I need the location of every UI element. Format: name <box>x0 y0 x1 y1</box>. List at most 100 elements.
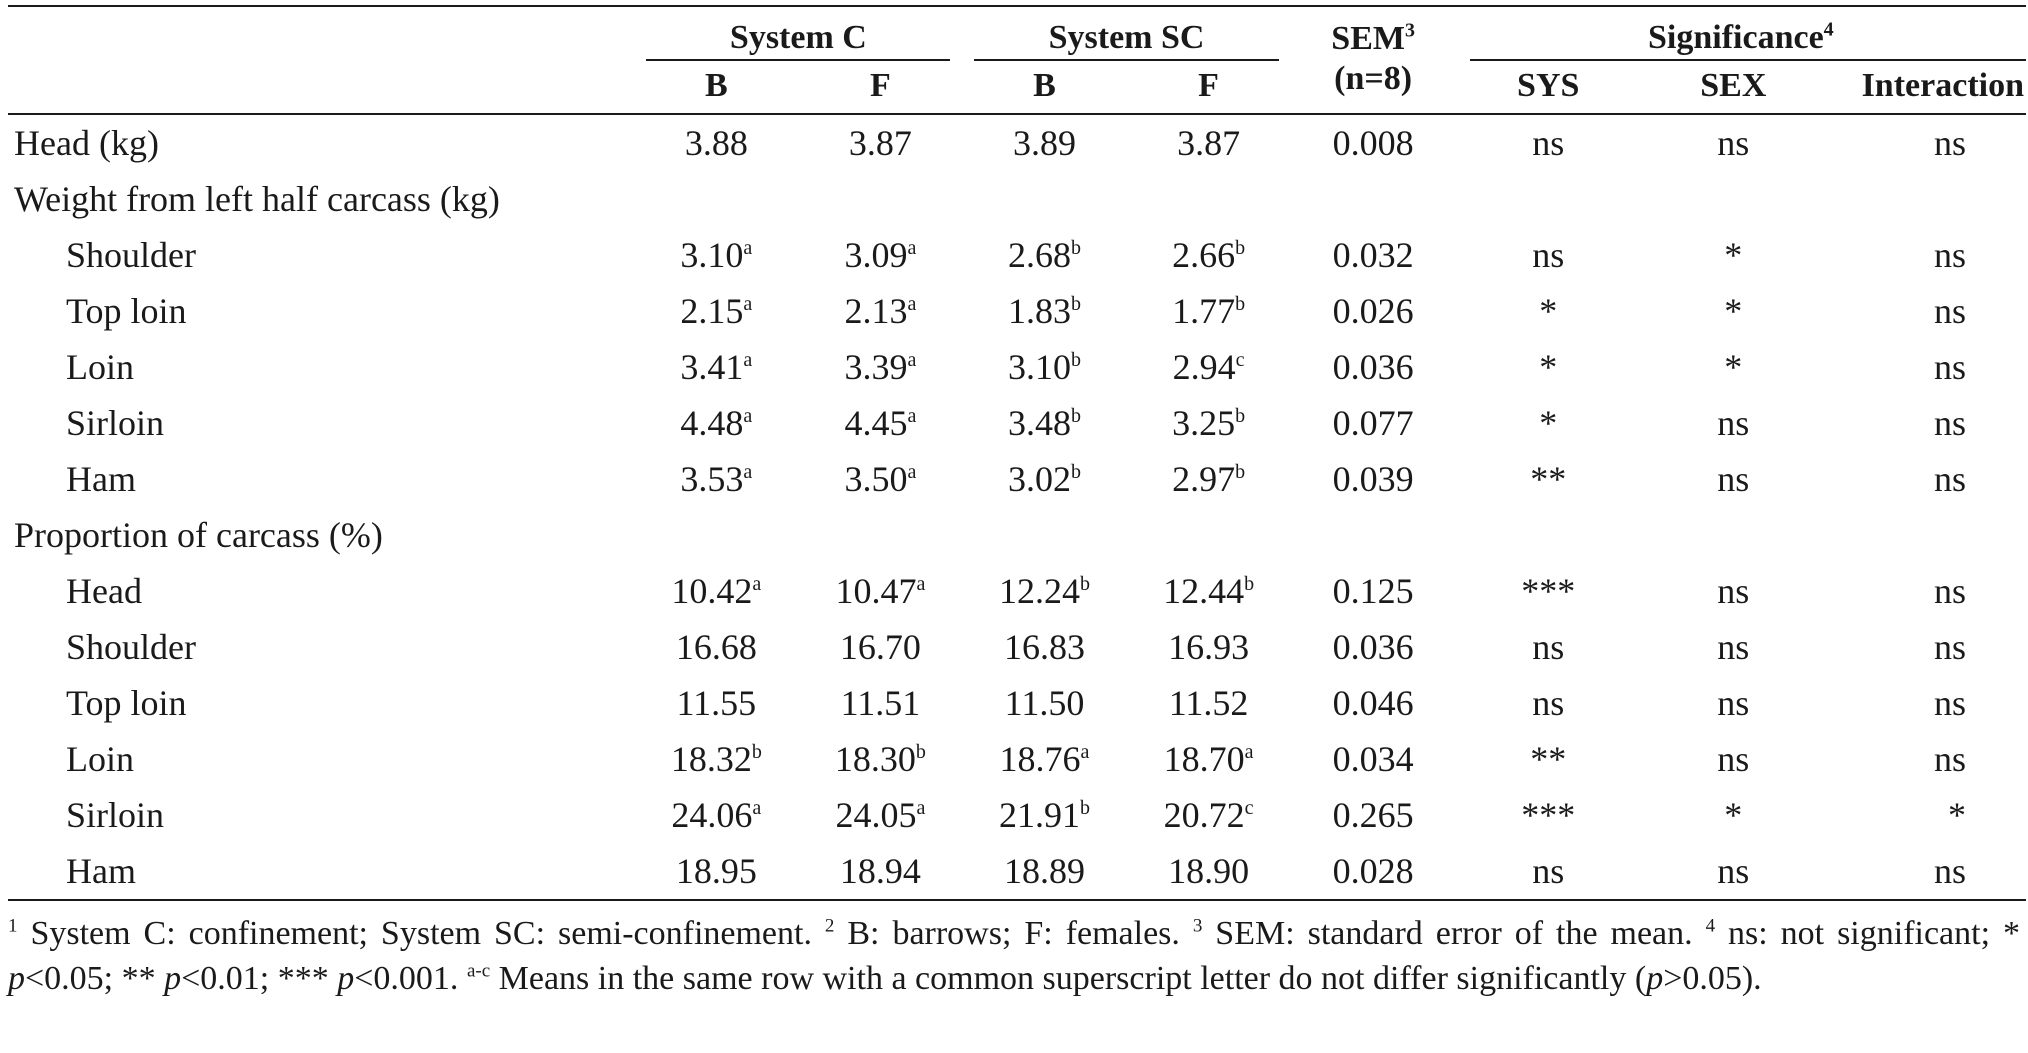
cell-system-c-f: 3.39a <box>844 347 917 387</box>
significance-letter: c <box>1244 797 1254 819</box>
cell-sig-interaction: ns <box>1933 347 1966 387</box>
table-row: Top loin 2.15a 2.13a 1.83b 1.77b 0.026 * * ns <box>8 283 2026 339</box>
cell-sig-sys: *** <box>1521 795 1576 835</box>
cell-sig-sys: ns <box>1455 843 1641 901</box>
cell-sig-interaction: ns <box>1933 291 1966 331</box>
row-label: Head <box>66 571 142 611</box>
significance-letter: a <box>752 797 762 819</box>
significance-letter: c <box>1235 349 1245 371</box>
section-row: Weight from left half carcass (kg) <box>8 171 2026 227</box>
cell-sig-sex: ns <box>1717 683 1750 723</box>
table-footnote: 1 System C: confinement; System SC: semi… <box>8 915 2020 997</box>
cell-system-sc-b: 1.83b <box>1007 291 1081 331</box>
row-label: Top loin <box>66 683 187 723</box>
cell-sig-sex: ns <box>1717 403 1750 443</box>
cell-system-c-b: 3.10a <box>680 235 753 275</box>
cell-sig-sex: ns <box>1717 459 1750 499</box>
cell-system-sc-b: 18.76a <box>999 739 1090 779</box>
cell-sig-sex: ns <box>1717 571 1750 611</box>
significance-letter: a <box>1244 741 1254 763</box>
cell-system-sc-f: 18.70a <box>1163 739 1254 779</box>
cell-system-c-f: 3.87 <box>848 123 912 163</box>
table-header: System C System SC SEM3 (n=8) Significan… <box>8 5 2027 115</box>
cell-sig-sys: ** <box>1530 459 1567 499</box>
cell-sig-interaction: ns <box>1933 571 1966 611</box>
table-row: Sirloin 4.48a 4.45a 3.48b 3.25b 0.077 * ns ns <box>8 395 2026 451</box>
cell-system-c-b: 3.53a <box>680 459 753 499</box>
cell-system-c-f: 16.70 <box>839 627 921 667</box>
significance-letter: a <box>916 797 926 819</box>
cell-system-sc-b: 3.10b <box>1007 347 1081 387</box>
cell-system-c-b: 3.41a <box>680 347 753 387</box>
significance-letter: b <box>1070 293 1081 315</box>
cell-system-sc-f: 1.77b <box>1172 291 1246 331</box>
cell-system-sc-f: 11.52 <box>1168 683 1249 723</box>
cell-system-sc-f: 2.97b <box>1172 459 1246 499</box>
significance-letter: a <box>907 237 917 259</box>
cell-system-sc-b: 3.48b <box>1007 403 1081 443</box>
table-row: Head 10.42a 10.47a 12.24b 12.44b 0.125 *** ns ns <box>8 563 2026 619</box>
row-label: Loin <box>66 739 134 779</box>
cell-system-sc-b: 12.24b <box>998 571 1090 611</box>
cell-system-sc-f: 20.72c <box>1163 795 1254 835</box>
subheader-sex: SEX <box>1640 59 1826 115</box>
significance-letter: a <box>752 573 762 595</box>
cell-sem: 0.032 <box>1332 235 1414 275</box>
cell-system-c-f: 11.51 <box>840 683 921 723</box>
significance-letter: b <box>1235 405 1246 427</box>
cell-sem: 0.036 <box>1332 347 1414 387</box>
cell-sem: 0.077 <box>1332 403 1414 443</box>
group-header-significance: Significance4 <box>1455 5 2027 62</box>
cell-sig-sys: *** <box>1521 571 1576 611</box>
significance-letter: a <box>743 237 753 259</box>
cell-sig-sex: * <box>1724 795 1743 835</box>
cell-system-c-b: 3.88 <box>684 123 748 163</box>
cell-system-c-b: 16.68 <box>675 627 757 667</box>
significance-letter: a <box>743 293 753 315</box>
cell-sig-sex: ns <box>1717 739 1750 779</box>
cell-system-sc-b: 21.91b <box>998 795 1090 835</box>
cell-sig-interaction: ns <box>1825 843 2026 901</box>
row-label: Ham <box>66 459 136 499</box>
subheader-interaction: Interaction <box>1825 59 2026 115</box>
cell-system-c-b: 18.32b <box>670 739 762 779</box>
cell-sig-sys: * <box>1539 347 1558 387</box>
cell-sig-sys: ns <box>1532 627 1565 667</box>
significance-letter: b <box>1070 349 1081 371</box>
cell-sig-sex: * <box>1724 291 1743 331</box>
cell-sem: 0.046 <box>1332 683 1414 723</box>
cell-system-c-b: 18.95 <box>634 843 799 901</box>
row-label: Weight from left half carcass (kg) <box>14 179 500 219</box>
significance-letter: b <box>1070 237 1081 259</box>
row-label: Shoulder <box>66 627 196 667</box>
cell-system-c-b: 24.06a <box>671 795 762 835</box>
significance-letter: b <box>1235 237 1246 259</box>
significance-letter: b <box>1244 573 1255 595</box>
cell-system-sc-f: 3.25b <box>1172 403 1246 443</box>
cell-sig-sys: * <box>1539 291 1558 331</box>
sem-n-label: (n=8) <box>1334 60 1413 97</box>
table-row: Shoulder 3.10a 3.09a 2.68b 2.66b 0.032 ns * ns <box>8 227 2026 283</box>
significance-letter: a <box>743 349 753 371</box>
cell-sem: 0.125 <box>1332 571 1414 611</box>
table-row: Top loin 11.55 11.51 11.50 11.52 0.046 ns ns ns <box>8 675 2026 731</box>
cell-sig-sys: * <box>1539 403 1558 443</box>
subheader-sc-f: F <box>1126 59 1291 115</box>
cell-system-sc-f: 2.66b <box>1172 235 1246 275</box>
table-row: Shoulder 16.68 16.70 16.83 16.93 0.036 ns ns ns <box>8 619 2026 675</box>
significance-letter: a <box>907 293 917 315</box>
cell-sem: 0.034 <box>1332 739 1414 779</box>
table-row: Ham 18.95 18.94 18.89 18.90 0.028 ns ns ns <box>8 843 2026 901</box>
cell-system-sc-b: 16.83 <box>1003 627 1085 667</box>
table-row: Sirloin 24.06a 24.05a 21.91b 20.72c 0.265 *** *… <box>8 787 2026 843</box>
row-label: Shoulder <box>66 235 196 275</box>
cell-system-c-f: 2.13a <box>844 291 917 331</box>
cell-system-sc-f: 12.44b <box>1163 571 1255 611</box>
group-header-sem: SEM3 (n=8) <box>1290 5 1456 115</box>
row-label: Sirloin <box>66 403 165 443</box>
cell-system-c-f: 3.50a <box>844 459 917 499</box>
cell-sig-sys: ns <box>1532 235 1565 275</box>
cell-system-sc-b: 11.50 <box>1004 683 1085 723</box>
cell-system-c-f: 3.09a <box>844 235 917 275</box>
